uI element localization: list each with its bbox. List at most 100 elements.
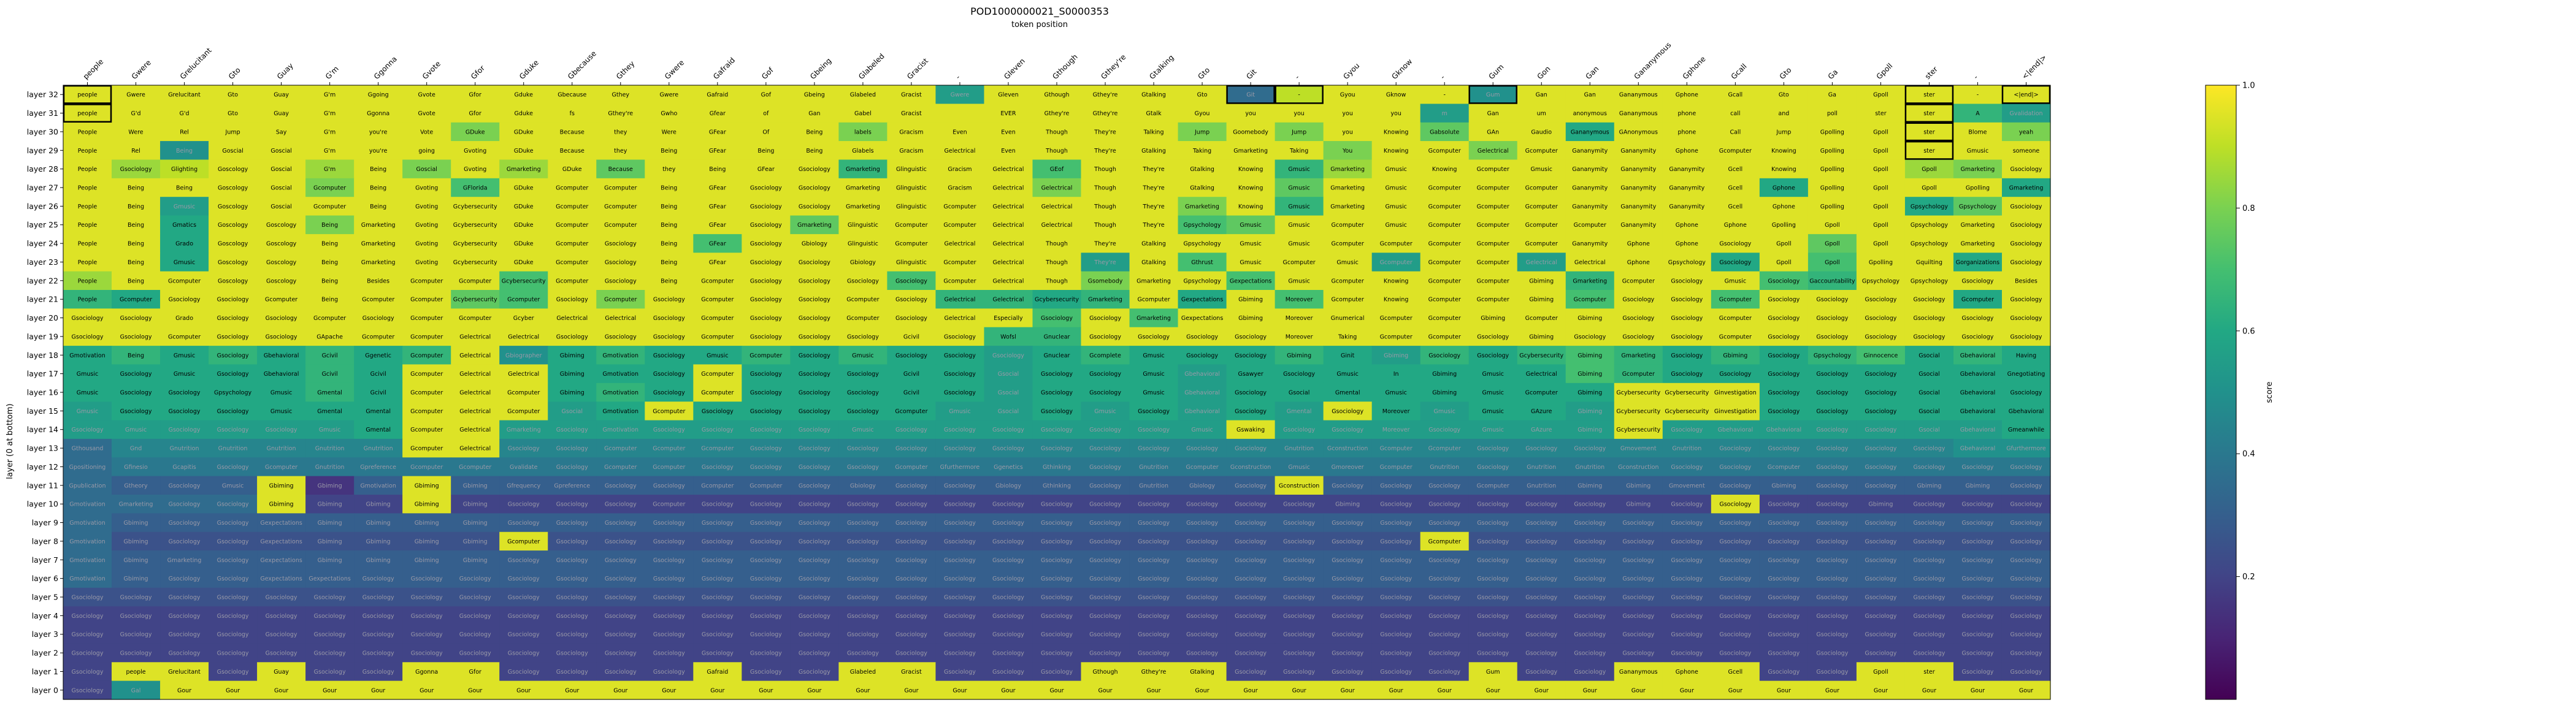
cell-label: Moreover bbox=[1286, 297, 1313, 303]
heatmap-cell bbox=[1178, 271, 1227, 291]
cell-label: Gsociology bbox=[847, 613, 879, 620]
cell-label: Gnutrition bbox=[1139, 464, 1168, 471]
cell-label: Gbiming bbox=[366, 501, 391, 508]
cell-label: Gsociology bbox=[1768, 595, 1800, 601]
cell-label: Gsociology bbox=[1816, 333, 1848, 340]
heatmap-cell bbox=[257, 85, 306, 104]
cell-label: Gananymity bbox=[1572, 241, 1608, 248]
heatmap-cell bbox=[354, 141, 403, 161]
cell-label: Gsociology bbox=[1089, 613, 1121, 620]
cell-label: Gsociology bbox=[653, 371, 685, 378]
cell-label: Gsociology bbox=[895, 631, 927, 638]
x-tick-label: G'm bbox=[324, 64, 340, 81]
cell-label: Gmusic bbox=[1385, 185, 1406, 192]
cell-label: Gsociology bbox=[1089, 595, 1121, 601]
cell-label: Gracist bbox=[901, 92, 922, 99]
heatmap-cell bbox=[305, 308, 355, 328]
cell-label: Vote bbox=[420, 129, 433, 135]
heatmap-cell bbox=[209, 271, 258, 291]
cell-label: Gsociology bbox=[1283, 557, 1315, 564]
cell-label: Gmusic bbox=[1240, 222, 1261, 229]
heatmap-cell bbox=[1420, 178, 1470, 197]
cell-label: Goomebody bbox=[1233, 129, 1268, 135]
heatmap-cell bbox=[596, 290, 645, 309]
heatmap-cell bbox=[1032, 234, 1082, 253]
cell-label: Gmarketing bbox=[2009, 185, 2044, 192]
heatmap-cell bbox=[1953, 159, 2003, 179]
heatmap-cell bbox=[548, 159, 597, 179]
heatmap-cell bbox=[548, 383, 597, 402]
heatmap-cell bbox=[790, 85, 839, 104]
cell-label: Gsociology bbox=[120, 390, 152, 397]
cell-label: They're bbox=[1094, 241, 1116, 248]
cell-label: Gsociology bbox=[1962, 576, 1994, 582]
cell-label: Gcomputer bbox=[556, 259, 588, 266]
cell-label: Glabels bbox=[852, 148, 873, 154]
cell-label: Gsociology bbox=[1041, 669, 1073, 676]
cell-label: Gcomputer bbox=[507, 390, 540, 397]
heatmap-cell bbox=[1226, 234, 1276, 253]
heatmap-cell bbox=[548, 364, 597, 384]
heatmap-cell bbox=[1420, 271, 1470, 291]
cell-label: Gpolling bbox=[1820, 148, 1844, 154]
cell-label: Gsociology bbox=[1865, 613, 1896, 620]
cell-label: Gbiming bbox=[1626, 501, 1650, 508]
cell-label: Being bbox=[321, 297, 338, 303]
y-tick-label: layer 7 bbox=[32, 555, 58, 565]
cell-label: They're bbox=[1142, 204, 1165, 210]
heatmap-cell bbox=[742, 308, 791, 328]
cell-label: Gsociology bbox=[653, 333, 685, 340]
cell-label: Gsociology bbox=[799, 166, 830, 173]
heatmap-cell bbox=[2001, 346, 2051, 365]
heatmap-cell bbox=[1468, 197, 1518, 216]
x-tick-label: - bbox=[954, 73, 962, 81]
cell-label: Gsociology bbox=[1962, 501, 1994, 508]
heatmap-cell bbox=[209, 159, 258, 179]
cell-label: Gsociology bbox=[653, 576, 685, 582]
cell-label: Gconstruction bbox=[1618, 464, 1658, 471]
heatmap-cell bbox=[548, 197, 597, 216]
heatmap-cell bbox=[984, 308, 1033, 328]
heatmap-cell bbox=[742, 159, 791, 179]
heatmap-cell bbox=[935, 308, 985, 328]
heatmap-cell bbox=[160, 141, 209, 161]
cell-label: Gsociology bbox=[1186, 595, 1218, 601]
heatmap-cell bbox=[1226, 308, 1276, 328]
cell-label: Gpoll bbox=[1873, 129, 1888, 135]
heatmap-cell bbox=[499, 141, 548, 161]
cell-label: Gananymity bbox=[1572, 204, 1608, 210]
heatmap-cell bbox=[1129, 290, 1179, 309]
cell-label: Gcomputer bbox=[556, 185, 588, 192]
colorbar-tick-label: 1.0 bbox=[2242, 82, 2255, 91]
cell-label: Gmusic bbox=[1482, 371, 1503, 378]
cell-label: Gsociology bbox=[653, 315, 685, 322]
heatmap-cell bbox=[1711, 364, 1760, 384]
cell-label: Being bbox=[128, 259, 144, 266]
heatmap-cell bbox=[887, 178, 937, 197]
cell-label: Gsociology bbox=[944, 333, 976, 340]
cell-label: Gsociology bbox=[1622, 315, 1654, 322]
cell-label: Gsociology bbox=[1719, 482, 1751, 489]
heatmap-cell bbox=[1953, 327, 2003, 346]
cell-label: Gsocial bbox=[1919, 352, 1939, 359]
cell-label: Gsociology bbox=[1235, 501, 1267, 508]
cell-label: Gsociology bbox=[895, 297, 927, 303]
heatmap-cell bbox=[1420, 215, 1470, 235]
heatmap-cell bbox=[596, 364, 645, 384]
heatmap-cell bbox=[1856, 364, 1906, 384]
cell-label: Gmusic bbox=[1385, 222, 1406, 229]
cell-label: Gsociology bbox=[1768, 297, 1800, 303]
cell-label: Gsociology bbox=[847, 408, 879, 415]
cell-label: GFear bbox=[709, 204, 726, 210]
cell-label: Gexpectations bbox=[1181, 297, 1224, 303]
cell-label: Gsociology bbox=[750, 464, 782, 471]
cell-label: Gsociology bbox=[1138, 576, 1170, 582]
cell-label: Gmeanwhile bbox=[2008, 427, 2044, 433]
cell-label: Gsociology bbox=[799, 185, 830, 192]
cell-label: Gsociology bbox=[799, 315, 830, 322]
heatmap-cell bbox=[63, 253, 112, 272]
cell-label: Gmusic bbox=[1288, 278, 1309, 284]
cell-label: Gcomputer bbox=[265, 297, 297, 303]
cell-label: Gsocial bbox=[562, 408, 583, 415]
